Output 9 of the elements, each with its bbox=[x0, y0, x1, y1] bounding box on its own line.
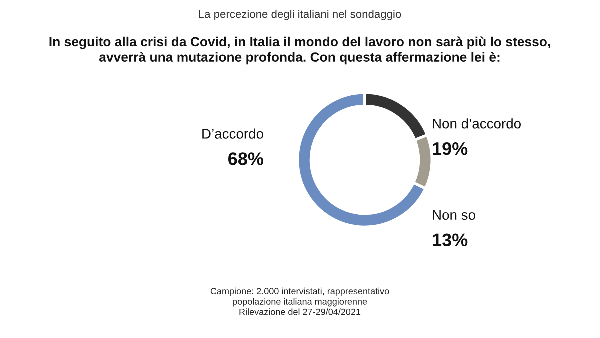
slice-label: D’accordo bbox=[202, 128, 264, 139]
data-label: 13% bbox=[433, 234, 468, 247]
chart-subtitle: In seguito alla crisi da Covid, in Italia il mondo del lavoro non sarà più lo stesso, avverrà una mutazione profonda. Con questa affermazione lei è: bbox=[50, 36, 550, 65]
chart-title: La percezione degli italiani nel sondaggio bbox=[199, 10, 402, 20]
slice-label: Non d’accordo bbox=[433, 118, 521, 129]
slice-label: Non so bbox=[433, 210, 476, 220]
data-label: 19% bbox=[433, 142, 468, 156]
data-label: 68% bbox=[228, 152, 264, 166]
text: Campione: 2.000 intervistati, rappresentativo popolazione italiana maggiorenne Rilevazione del 27-29/04/2021 bbox=[210, 288, 390, 316]
